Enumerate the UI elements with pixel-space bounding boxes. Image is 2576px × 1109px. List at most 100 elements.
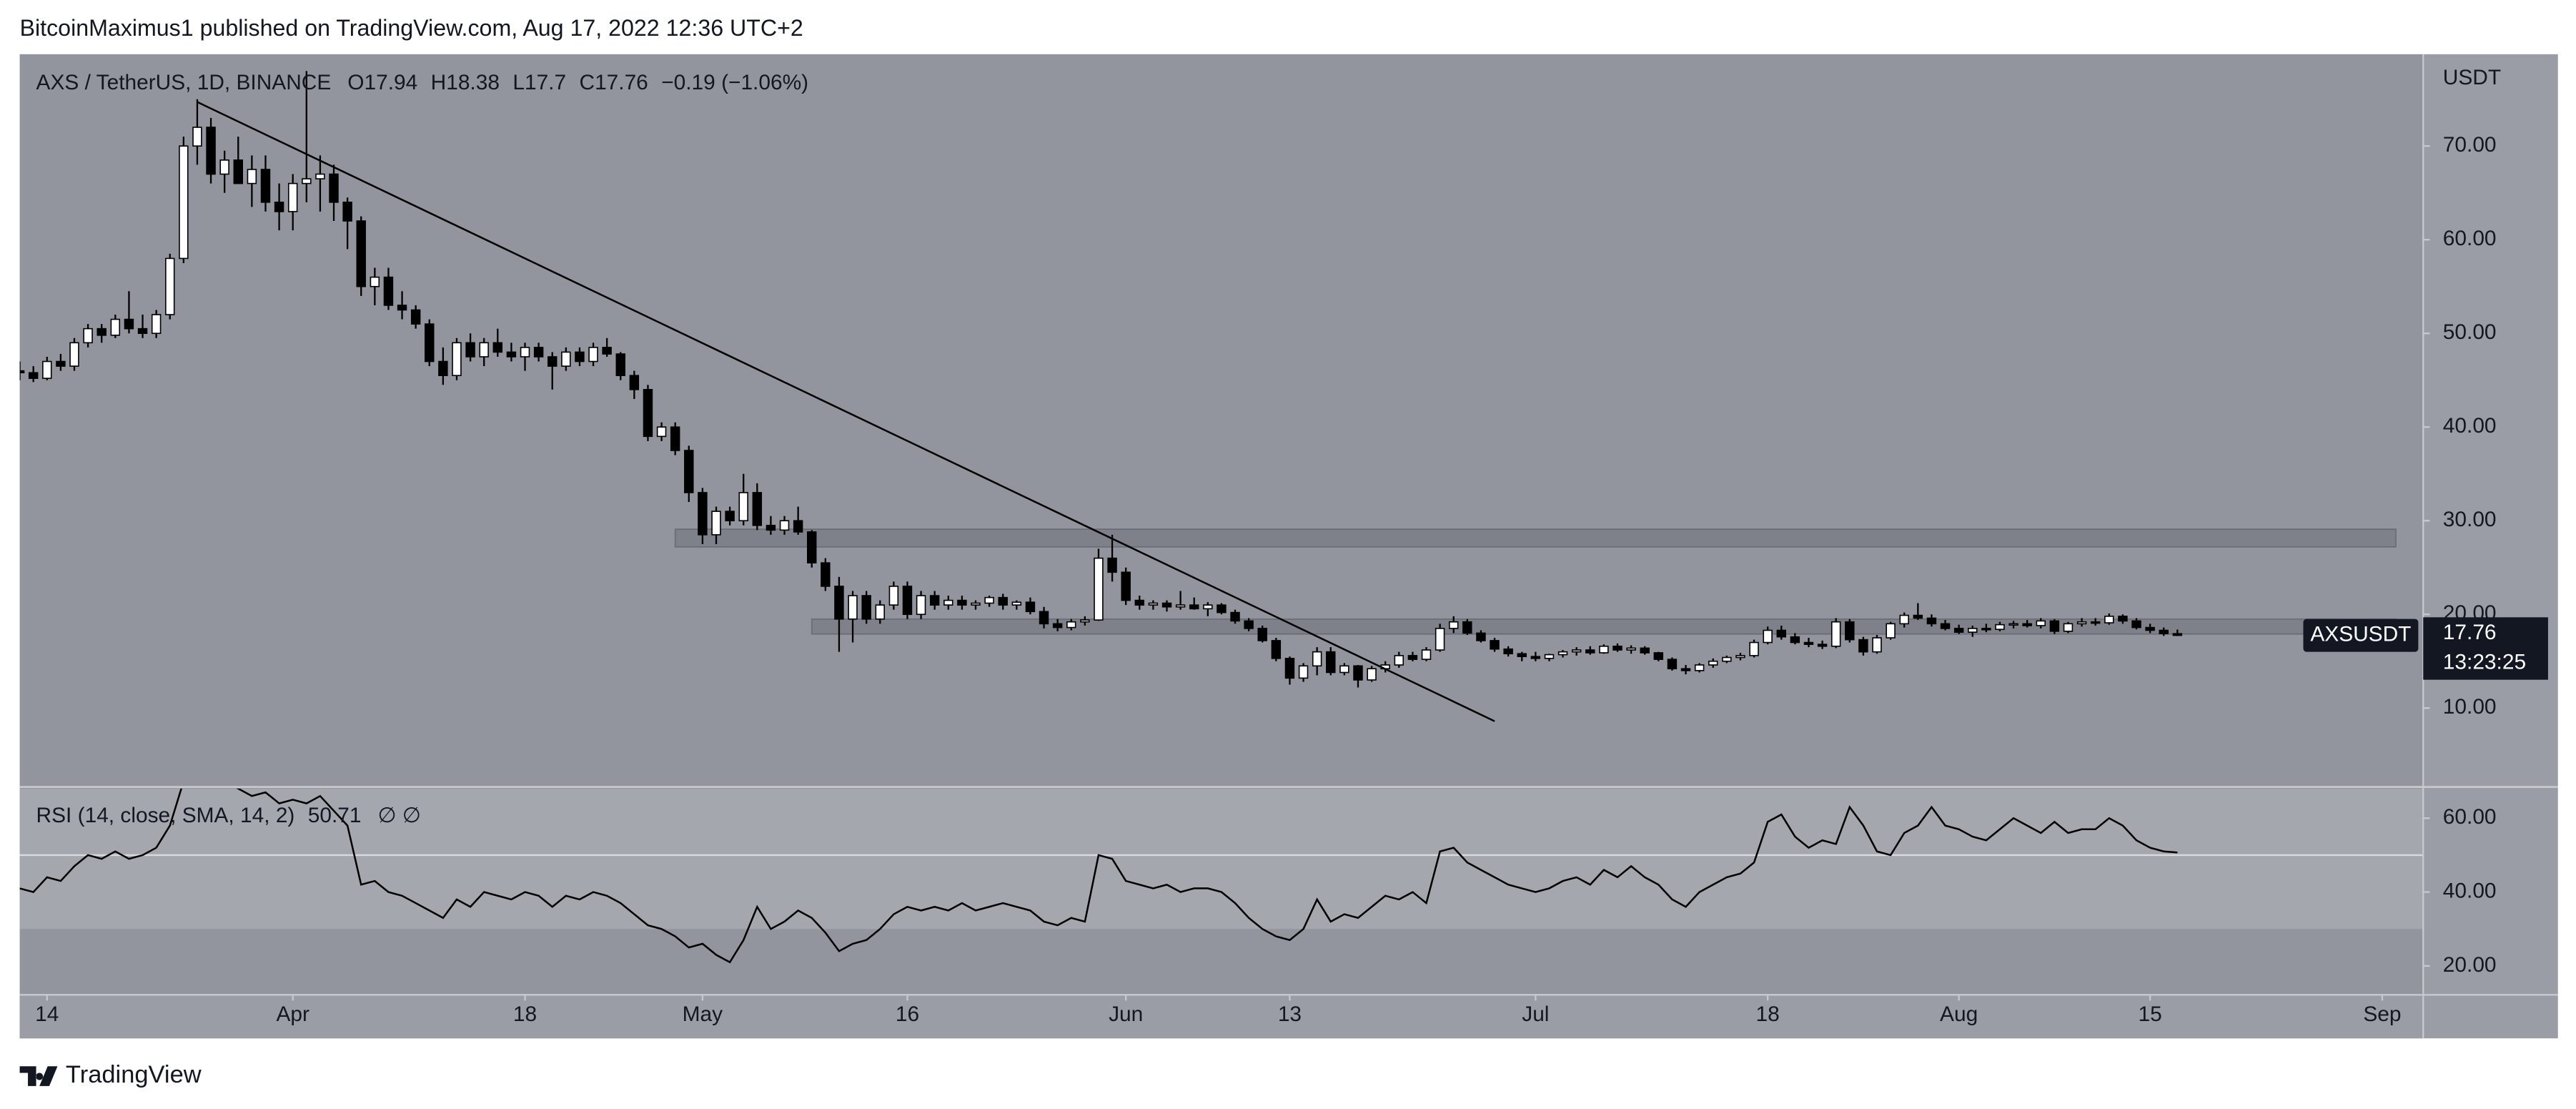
y-tick-label: 10.00 [2443, 695, 2497, 719]
candle-body [302, 178, 312, 184]
x-tick-label: 18 [1756, 1002, 1780, 1026]
candle-body [1435, 628, 1445, 651]
candle-body [2090, 621, 2101, 624]
rsi-y-tick-label: 20.00 [2443, 953, 2497, 977]
candle-body [533, 347, 544, 358]
candle-body [1858, 639, 1868, 653]
candle-body [861, 595, 871, 620]
candle-body [698, 492, 708, 536]
candle-body [1121, 571, 1131, 601]
candle-body [793, 520, 803, 533]
last-price-group: AXSUSDT 17.76 13:23:25 [2303, 617, 2548, 680]
candle-body [1339, 665, 1349, 674]
price-plot [19, 71, 2397, 722]
candle-body [2076, 621, 2087, 625]
candle-body [465, 342, 475, 358]
rsi-na: ∅ ∅ [378, 804, 421, 827]
candle-body [588, 347, 598, 363]
x-tick-label: Jul [1522, 1002, 1549, 1026]
candle-body [42, 360, 52, 379]
candle-body [1735, 655, 1745, 659]
candle-body [1353, 665, 1363, 681]
candle-body [315, 173, 325, 179]
candle-body [1790, 636, 1800, 644]
x-tick-label: Sep [2363, 1002, 2401, 1026]
candle-body [2063, 623, 2074, 632]
candle-body [1571, 649, 1582, 653]
candle-body [643, 389, 653, 438]
candle-body [247, 169, 257, 184]
candle-body [725, 511, 735, 522]
candle-body [1284, 658, 1295, 679]
candle-body [670, 426, 680, 451]
x-tick-label: Apr [276, 1002, 309, 1026]
candle-body [452, 342, 462, 376]
candle-body [151, 314, 162, 335]
candle-body [902, 586, 913, 616]
candle-body [1490, 640, 1500, 650]
candle-body [260, 169, 271, 203]
candle-body [479, 342, 489, 358]
candle-body [1107, 557, 1117, 573]
time-scale [19, 994, 2424, 1039]
x-tick-label: Aug [1940, 1002, 1978, 1026]
candle-body [656, 426, 667, 438]
legend-label: L [512, 71, 525, 94]
candle-body [370, 276, 380, 287]
symbol-label: AXSUSDT [2310, 622, 2411, 646]
candle-body [1926, 617, 1937, 625]
candle-body [1271, 640, 1282, 659]
candle-body [1203, 604, 1213, 610]
candle-body [1694, 664, 1705, 671]
candle-body [998, 596, 1008, 606]
candle-body [1544, 654, 1555, 659]
candle-body [684, 450, 694, 493]
candle-body [1749, 641, 1759, 656]
candle-body [916, 595, 926, 616]
candle-body [1968, 628, 1978, 633]
candle-body [807, 531, 817, 563]
candle-body [1872, 637, 1882, 653]
candle-body [561, 351, 571, 367]
candle-body [1039, 611, 1049, 625]
candle-body [1626, 647, 1636, 651]
candle-body [1175, 604, 1186, 608]
candle-body [1680, 668, 1691, 671]
candle-body [1557, 651, 1568, 656]
candle-body [2118, 616, 2128, 622]
candle-body [1025, 601, 1036, 613]
candle-body [1094, 557, 1104, 621]
y-tick-label: 70.00 [2443, 133, 2497, 157]
candle-body [356, 220, 366, 287]
candle-body [1312, 651, 1322, 667]
candle-body [1148, 602, 1159, 606]
rsi-y-tick-label: 60.00 [2443, 805, 2497, 829]
currency-label: USDT [2443, 66, 2501, 89]
candle-body [711, 511, 721, 536]
x-tick-label: 16 [896, 1002, 919, 1026]
legend: AXS / TetherUS, 1D, BINANCE O17.94 H18.38 L… [36, 71, 809, 94]
candle-body [56, 360, 66, 367]
legend-change: −0.19 (−1.06%) [661, 71, 808, 94]
candle-body [779, 520, 790, 531]
candle-body [1394, 655, 1405, 666]
candle-body [520, 347, 530, 358]
candle-body [1134, 599, 1145, 606]
candle-body [124, 318, 134, 330]
legend-value: 17.7 [525, 71, 566, 94]
candle-body [971, 602, 981, 606]
symbol-title: AXS / TetherUS, 1D, BINANCE [36, 71, 332, 94]
candle-body [1776, 629, 1786, 638]
candle-body [1599, 645, 1609, 654]
candle-body [766, 524, 776, 531]
candle-body [1407, 655, 1418, 660]
candle-body [137, 327, 148, 335]
rsi-title: RSI (14, close, SMA, 14, 2) [36, 804, 295, 827]
candle-body [1585, 649, 1595, 654]
candle-body [506, 351, 517, 358]
candle-body [492, 342, 503, 353]
candle-body [738, 492, 748, 522]
candle-body [848, 595, 858, 620]
candle-body [1722, 656, 1732, 662]
rsi-value: 50.71 [308, 804, 362, 827]
